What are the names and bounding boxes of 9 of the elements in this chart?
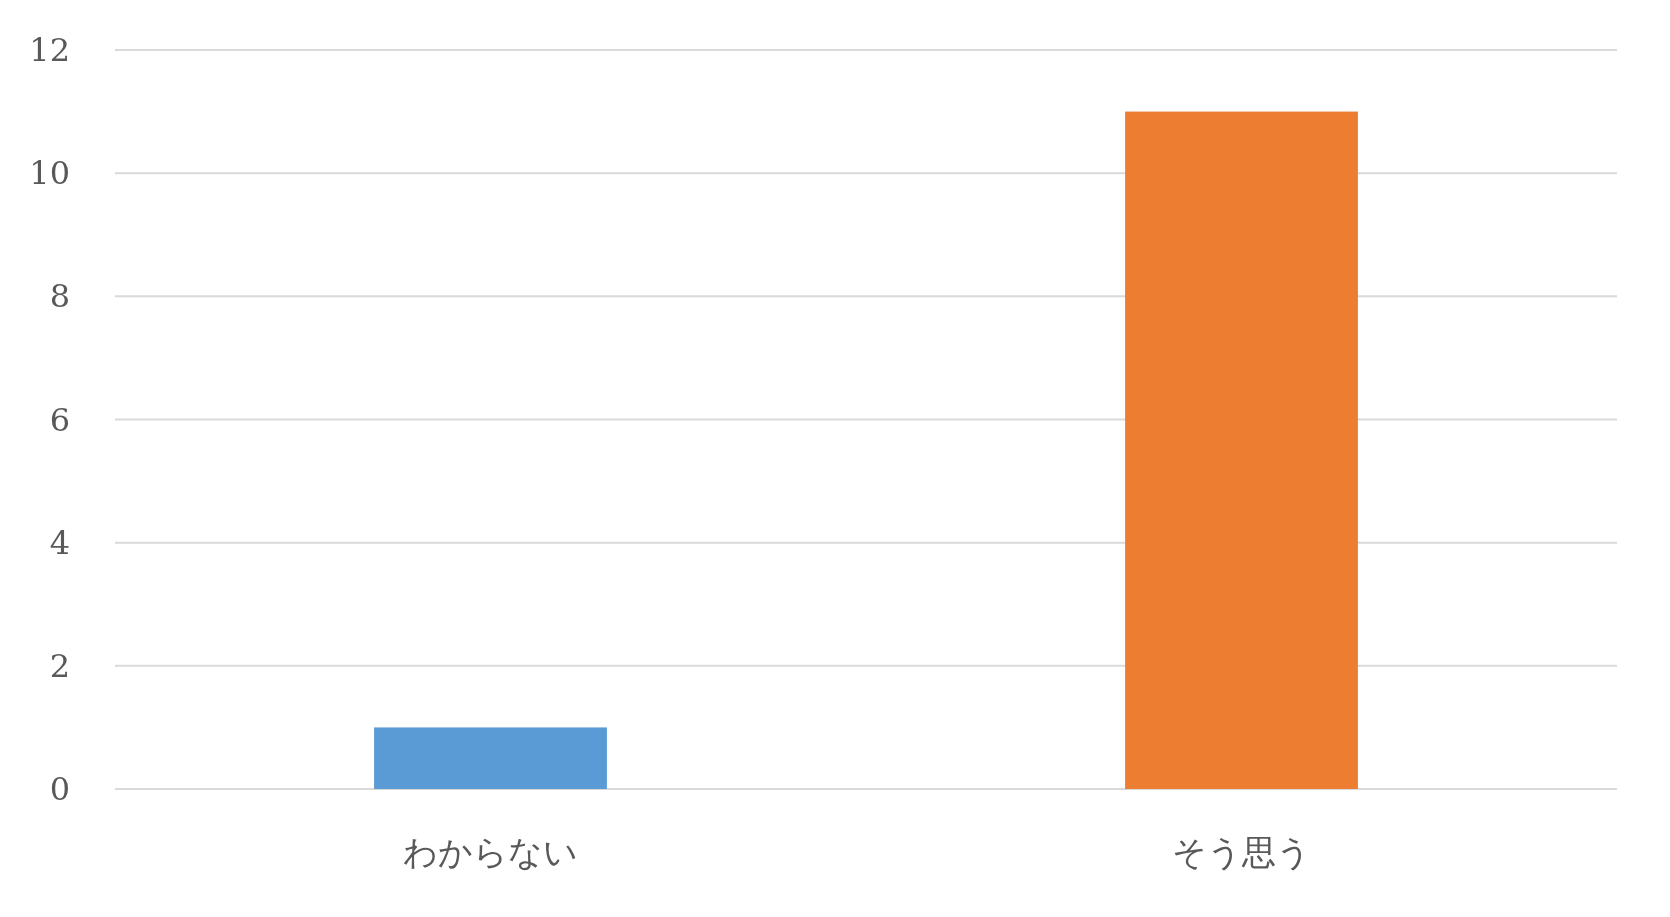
y-tick-label: 0 xyxy=(49,770,70,808)
y-tick-label: 8 xyxy=(49,277,70,316)
x-tick-label: わからない xyxy=(403,832,578,872)
y-tick-label: 10 xyxy=(29,154,70,193)
y-tick-label: 12 xyxy=(29,31,70,69)
y-tick-label: 4 xyxy=(49,523,70,562)
y-tick-label: 2 xyxy=(49,646,70,685)
y-tick-label: 6 xyxy=(49,400,70,439)
x-tick-label: そう思う xyxy=(1172,832,1311,872)
